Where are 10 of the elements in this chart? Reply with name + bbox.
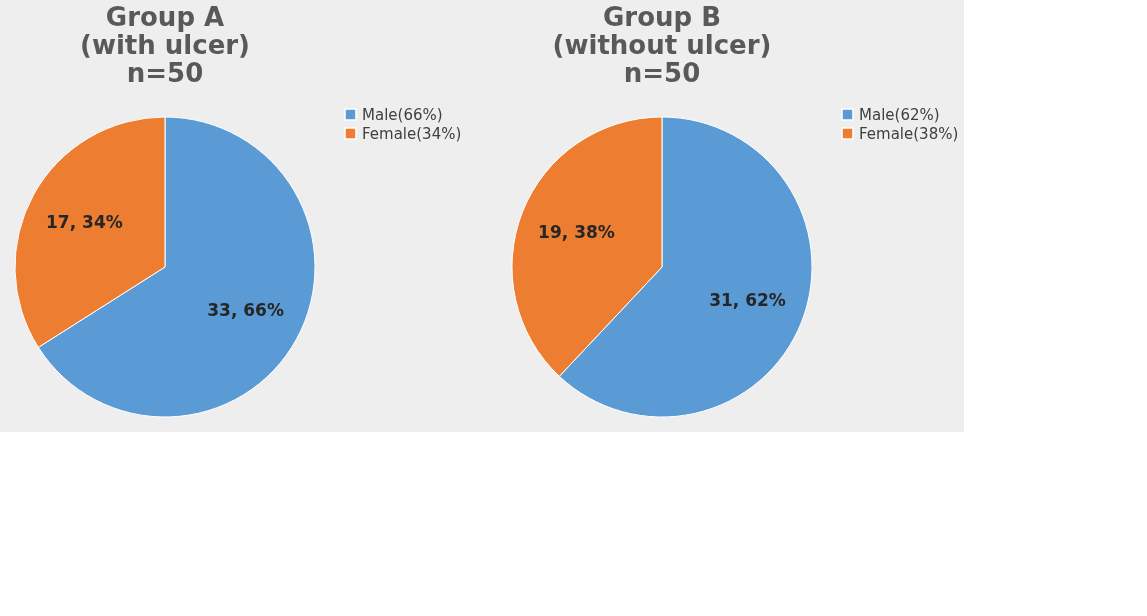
legend-label: Female(38%)	[859, 124, 959, 143]
legend-label: Female(34%)	[362, 124, 462, 143]
legend-label: Male(62%)	[859, 105, 940, 124]
legend-label: Male(66%)	[362, 105, 443, 124]
data-label: 33, 66%	[207, 300, 284, 321]
data-label: 19, 38%	[538, 222, 615, 243]
data-label: 31, 62%	[709, 289, 786, 310]
chart-title: Group B (without ulcer) n=50	[552, 2, 772, 88]
data-label: 17, 34%	[46, 211, 123, 232]
chart-title: Group A (with ulcer) n=50	[80, 2, 250, 88]
